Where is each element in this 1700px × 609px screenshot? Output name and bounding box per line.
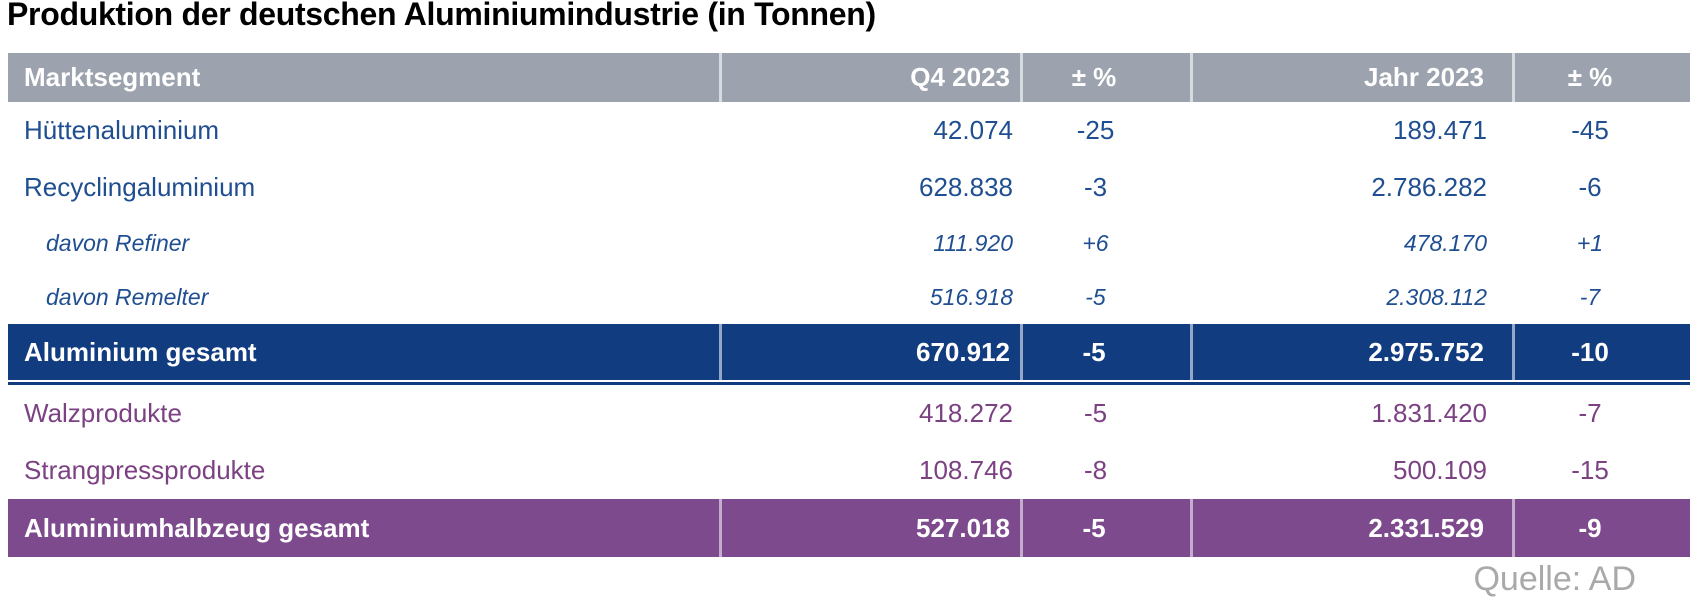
cell-value: -7	[1578, 398, 1602, 428]
table-row: Aluminium gesamt 670.912 -5 2.975.752 -10	[8, 324, 1690, 380]
table-row: Aluminiumhalbzeug gesamt 527.018 -5 2.331.5…	[8, 499, 1690, 557]
cell-value: -7	[1579, 283, 1601, 310]
cell-value: -5	[1023, 499, 1193, 557]
cell-value: 527.018	[722, 499, 1023, 557]
cell-value: -45	[1571, 115, 1609, 145]
row-label: Recyclingaluminium	[24, 172, 256, 202]
source-note: Quelle: AD	[1473, 560, 1636, 598]
cell-value: 670.912	[722, 324, 1023, 380]
cell-value: 2.308.112	[1386, 283, 1487, 310]
cell-value: +6	[1082, 229, 1109, 256]
cell-value: 2.786.282	[1371, 172, 1487, 202]
row-label: davon Refiner	[46, 229, 190, 256]
row-label: Aluminium gesamt	[8, 324, 722, 380]
cell-value: 516.918	[929, 283, 1013, 310]
cell-value: 628.838	[919, 172, 1013, 202]
cell-value: 418.272	[919, 398, 1013, 428]
cell-value: 108.746	[919, 455, 1013, 485]
total-divider-rule	[8, 380, 1690, 385]
cell-value: +1	[1576, 229, 1604, 256]
cell-value: -8	[1083, 455, 1108, 485]
row-label: Hüttenaluminium	[24, 115, 220, 145]
cell-value: 500.109	[1393, 455, 1487, 485]
table-row: davon Refiner 111.920 +6 478.170 +1	[8, 216, 1690, 270]
table-row: Hüttenaluminium 42.074 -25 189.471 -45	[8, 102, 1690, 159]
column-header-q4-pct: ± %	[1023, 53, 1193, 102]
table-body: Hüttenaluminium 42.074 -25 189.471 -45 Recycl…	[8, 102, 1690, 557]
cell-value: -5	[1023, 324, 1193, 380]
cell-value: -9	[1515, 499, 1690, 557]
cell-value: -15	[1571, 455, 1609, 485]
cell-value: -25	[1076, 115, 1115, 145]
production-table: Marktsegment Q4 2023 ± % Jahr 2023 ± % H…	[8, 53, 1690, 557]
cell-value: 42.074	[933, 115, 1013, 145]
header-row: Marktsegment Q4 2023 ± % Jahr 2023 ± %	[8, 53, 1690, 102]
row-label: Aluminiumhalbzeug gesamt	[8, 499, 722, 557]
row-label: Strangpressprodukte	[24, 455, 266, 485]
cell-value: 189.471	[1393, 115, 1487, 145]
column-header-jahr-2023: Jahr 2023	[1193, 53, 1515, 102]
table-header: Marktsegment Q4 2023 ± % Jahr 2023 ± %	[8, 53, 1690, 102]
column-header-q4-2023: Q4 2023	[722, 53, 1023, 102]
table-row: davon Remelter 516.918 -5 2.308.112 -7	[8, 270, 1690, 324]
cell-value: -10	[1515, 324, 1690, 380]
row-label: Walzprodukte	[24, 398, 182, 428]
cell-value: 2.975.752	[1193, 324, 1515, 380]
table-row: Walzprodukte 418.272 -5 1.831.420 -7	[8, 385, 1690, 442]
page-title: Produktion der deutschen Aluminiumindust…	[7, 0, 876, 32]
cell-value: -3	[1083, 172, 1108, 202]
cell-value: 111.920	[933, 229, 1013, 256]
cell-value: -5	[1085, 283, 1106, 310]
cell-value: 478.170	[1403, 229, 1487, 256]
cell-value: -5	[1083, 398, 1108, 428]
table-row: Recyclingaluminium 628.838 -3 2.786.282 -6	[8, 159, 1690, 216]
cell-value: 1.831.420	[1371, 398, 1487, 428]
cell-value: 2.331.529	[1193, 499, 1515, 557]
cell-value: -6	[1578, 172, 1602, 202]
row-label: davon Remelter	[46, 283, 209, 310]
column-header-marktsegment: Marktsegment	[8, 53, 722, 102]
table-row: Strangpressprodukte 108.746 -8 500.109 -15	[8, 442, 1690, 499]
column-header-jahr-pct: ± %	[1515, 53, 1690, 102]
